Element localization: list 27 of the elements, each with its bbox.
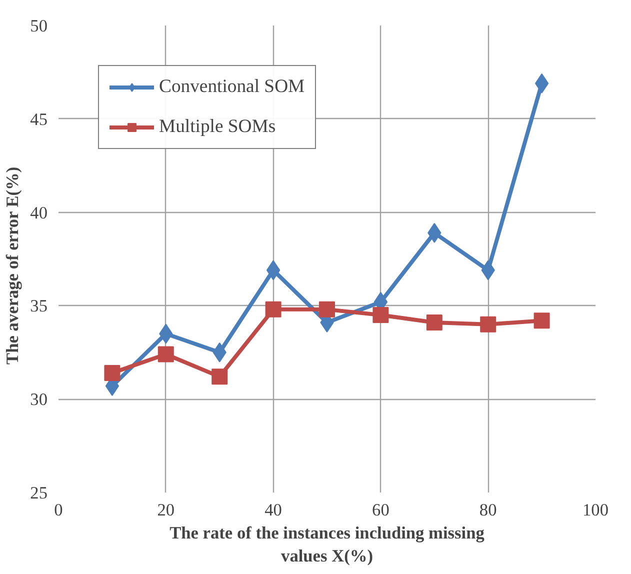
x-tick-label: 20 (157, 500, 175, 520)
x-tick-label: 80 (479, 500, 497, 520)
x-tick-label: 100 (582, 500, 609, 520)
point (534, 73, 549, 94)
legend-label: Multiple SOMs (159, 116, 276, 138)
point (158, 346, 174, 362)
y-tick-label: 35 (30, 296, 48, 316)
x-axis-title: The rate of the instances including missing values X(%) (170, 524, 485, 566)
point (534, 312, 550, 329)
point (265, 301, 282, 318)
x-tick-label: 40 (264, 500, 282, 520)
y-axis-title: The average of error E(%) (3, 166, 22, 364)
point (266, 260, 280, 280)
y-tick-label: 45 (30, 110, 48, 129)
x-tick-label: 60 (372, 500, 390, 520)
point (212, 368, 228, 385)
x-tick-label: 0 (54, 500, 63, 520)
point (480, 316, 496, 332)
point (104, 364, 120, 381)
y-tick-label: 25 (30, 484, 48, 502)
y-tick-label: 40 (30, 203, 48, 222)
point (426, 314, 442, 331)
y-tick-label: 50 (30, 16, 48, 36)
point (319, 301, 335, 318)
y-tick-label: 30 (30, 390, 48, 410)
point (372, 307, 389, 324)
legend-label: Conventional SOM (159, 76, 305, 98)
